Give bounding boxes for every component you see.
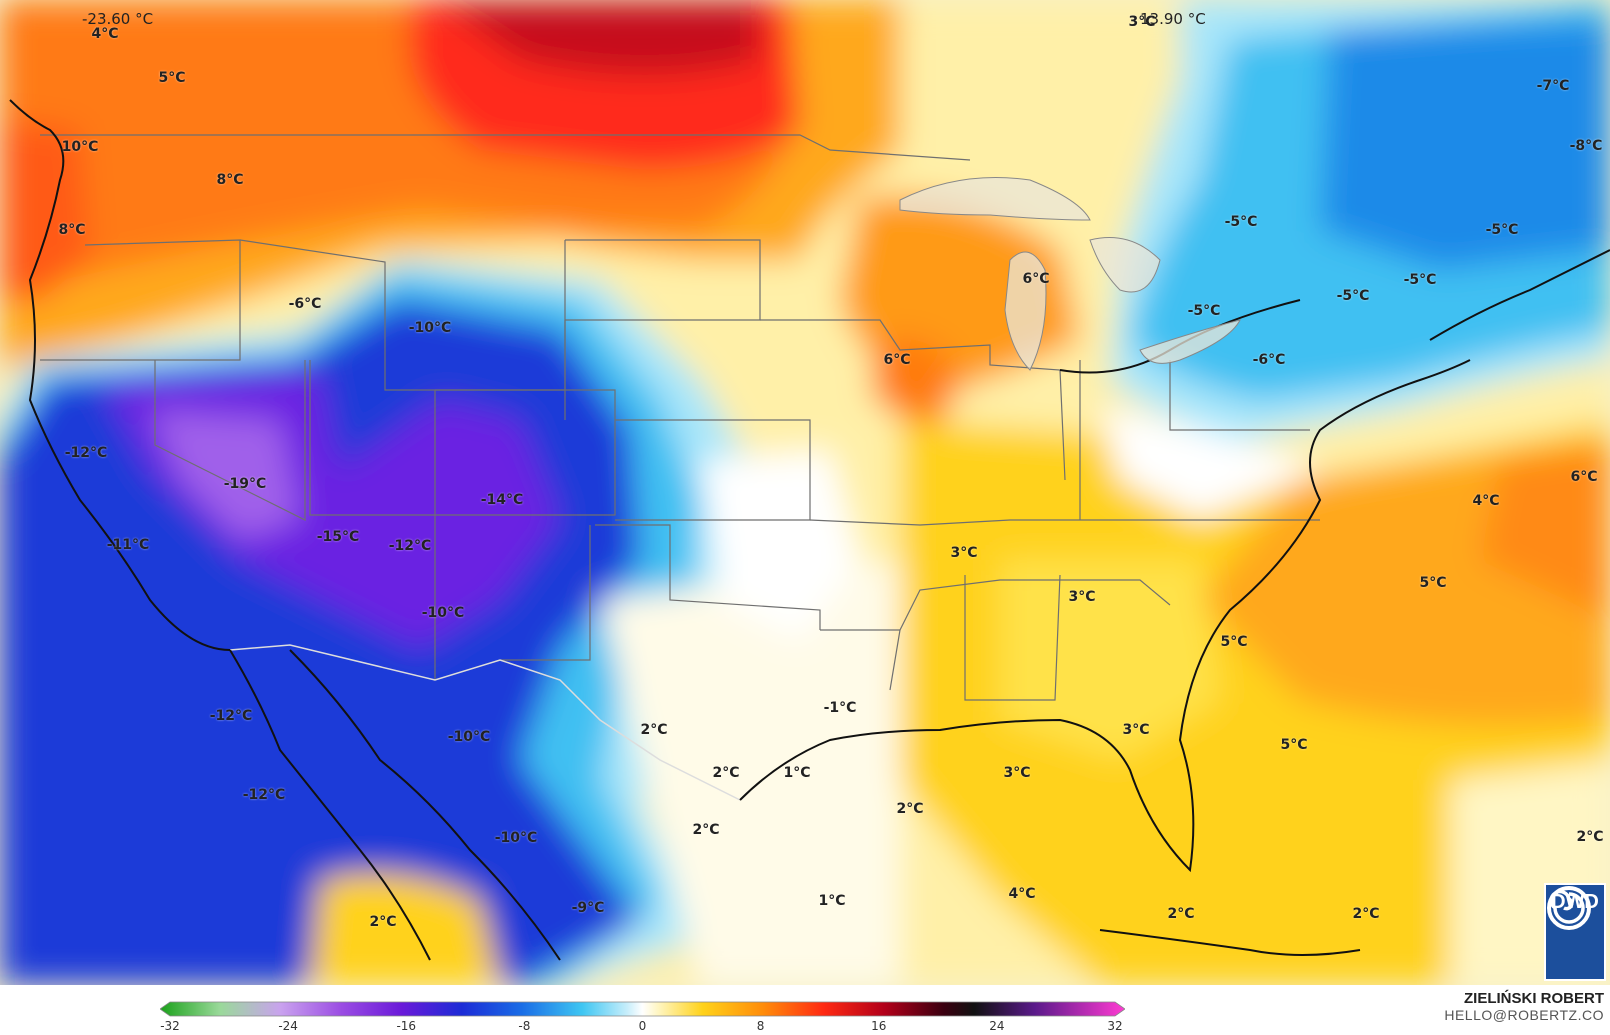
temperature-label: -7°C <box>1536 78 1570 94</box>
legend-tick-label: 0 <box>638 1019 647 1033</box>
temperature-label: 6°C <box>1022 271 1050 287</box>
temperature-label: -12°C <box>209 708 253 724</box>
temperature-label: -10°C <box>408 320 452 336</box>
author-credit: ZIELIŃSKI ROBERT HELLO@ROBERTZ.CO <box>1444 990 1604 1023</box>
author-email: HELLO@ROBERTZ.CO <box>1444 1007 1604 1023</box>
legend-colorbar <box>160 1001 1125 1017</box>
temperature-label: 1°C <box>818 893 846 909</box>
temperature-map[interactable]: 4°C 5°C 10°C 8°C 8°C 3°C -7°C -8°C -5°C -5°C -5°C 6… <box>0 0 1610 985</box>
temperature-label: 5°C <box>1220 634 1248 650</box>
temperature-label: 2°C <box>369 914 397 930</box>
temperature-label: -10°C <box>447 729 491 745</box>
temperature-label: 5°C <box>1280 737 1308 753</box>
map-canvas <box>0 0 1610 985</box>
temperature-label: -5°C <box>1336 288 1370 304</box>
coastlines <box>9 99 1610 961</box>
temperature-label: -15°C <box>316 529 360 545</box>
temperature-label: -8°C <box>1569 138 1603 154</box>
temperature-label: 5°C <box>158 70 186 86</box>
temperature-label: 3°C <box>1128 14 1156 30</box>
dwd-swirl-icon <box>1547 886 1591 930</box>
temperature-label: 2°C <box>1352 906 1380 922</box>
temperature-label: 6°C <box>883 352 911 368</box>
temperature-field <box>0 0 1610 985</box>
temperature-label: 1°C <box>783 765 811 781</box>
temperature-label: 2°C <box>692 822 720 838</box>
temperature-label: 8°C <box>216 172 244 188</box>
legend-tick-label: -8 <box>518 1019 531 1033</box>
temperature-label: 10°C <box>61 139 99 155</box>
temperature-label: -10°C <box>494 830 538 846</box>
temperature-label: -12°C <box>242 787 286 803</box>
legend-min-value: -23.60 °C <box>82 10 154 28</box>
dwd-logo: DWD <box>1544 883 1606 981</box>
legend-tick-label: 8 <box>756 1019 765 1033</box>
temperature-label: -1°C <box>823 700 857 716</box>
temperature-label: -5°C <box>1224 214 1258 230</box>
temperature-label: -10°C <box>421 605 465 621</box>
temperature-label: 5°C <box>1419 575 1447 591</box>
temperature-label: 8°C <box>58 222 86 238</box>
legend-tick-label: 24 <box>989 1019 1005 1033</box>
temperature-label: -5°C <box>1187 303 1221 319</box>
temperature-label: 6°C <box>1570 469 1598 485</box>
temperature-label: -12°C <box>388 538 432 554</box>
temperature-label: 3°C <box>1003 765 1031 781</box>
temperature-label: -5°C <box>1403 272 1437 288</box>
author-name: ZIELIŃSKI ROBERT <box>1463 990 1604 1007</box>
temperature-label: -14°C <box>480 492 524 508</box>
temperature-label: 4°C <box>1472 493 1500 509</box>
temperature-label: -6°C <box>288 296 322 312</box>
temperature-label: -6°C <box>1252 352 1286 368</box>
legend-tick-label: -16 <box>396 1019 417 1033</box>
temperature-label: -12°C <box>64 445 108 461</box>
temperature-label: 2°C <box>640 722 668 738</box>
temperature-label: 2°C <box>1576 829 1604 845</box>
temperature-label: 3°C <box>1122 722 1150 738</box>
temperature-label: 3°C <box>1068 589 1096 605</box>
great-lakes <box>899 177 1241 371</box>
temperature-label: -5°C <box>1485 222 1519 238</box>
legend-tick-label: 16 <box>871 1019 887 1033</box>
temperature-label: 4°C <box>1008 886 1036 902</box>
legend-tick-label: 32 <box>1107 1019 1123 1033</box>
temperature-label: 4°C <box>91 26 119 42</box>
temperature-label: -19°C <box>223 476 267 492</box>
legend-tick-label: -32 <box>160 1019 180 1033</box>
temperature-label: 2°C <box>1167 906 1195 922</box>
state-borders <box>40 134 1320 701</box>
mexico-border <box>229 644 741 801</box>
temperature-label: 2°C <box>896 801 924 817</box>
legend-max-value: 13.90 °C <box>1140 10 1206 28</box>
temperature-label: -11°C <box>106 537 150 553</box>
temperature-label: 3°C <box>950 545 978 561</box>
temperature-label: 2°C <box>712 765 740 781</box>
legend-tick-label: -24 <box>278 1019 298 1033</box>
temperature-label: -9°C <box>571 900 605 916</box>
